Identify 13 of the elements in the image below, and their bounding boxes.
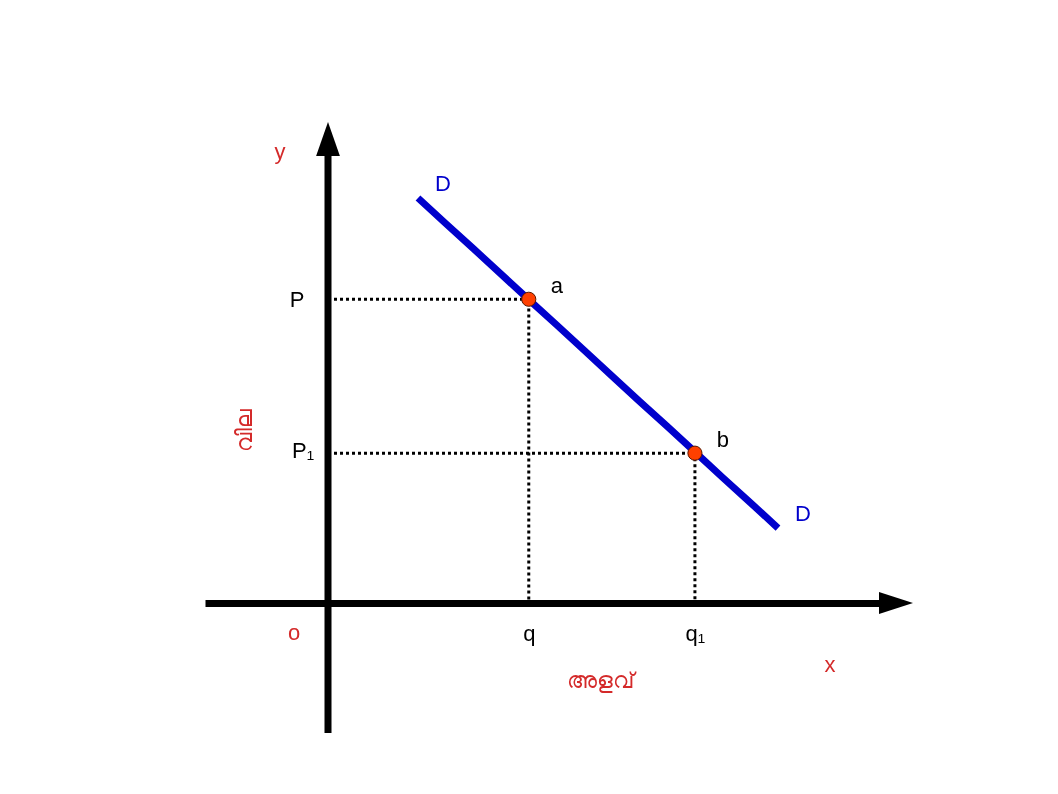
x-tick-label: q₁ (685, 620, 706, 646)
annotation: b (716, 427, 730, 453)
text: വില (232, 408, 257, 452)
x-axis-title: അളവ് (567, 667, 637, 693)
text: P₁ (291, 438, 315, 463)
x-tick-label: q (523, 620, 536, 646)
text: o (287, 620, 301, 645)
text: P (289, 287, 305, 312)
text: x (824, 652, 836, 677)
series-label: D (435, 171, 451, 197)
annotation: a (550, 273, 564, 299)
text: y (274, 139, 286, 164)
text: D (795, 501, 811, 527)
